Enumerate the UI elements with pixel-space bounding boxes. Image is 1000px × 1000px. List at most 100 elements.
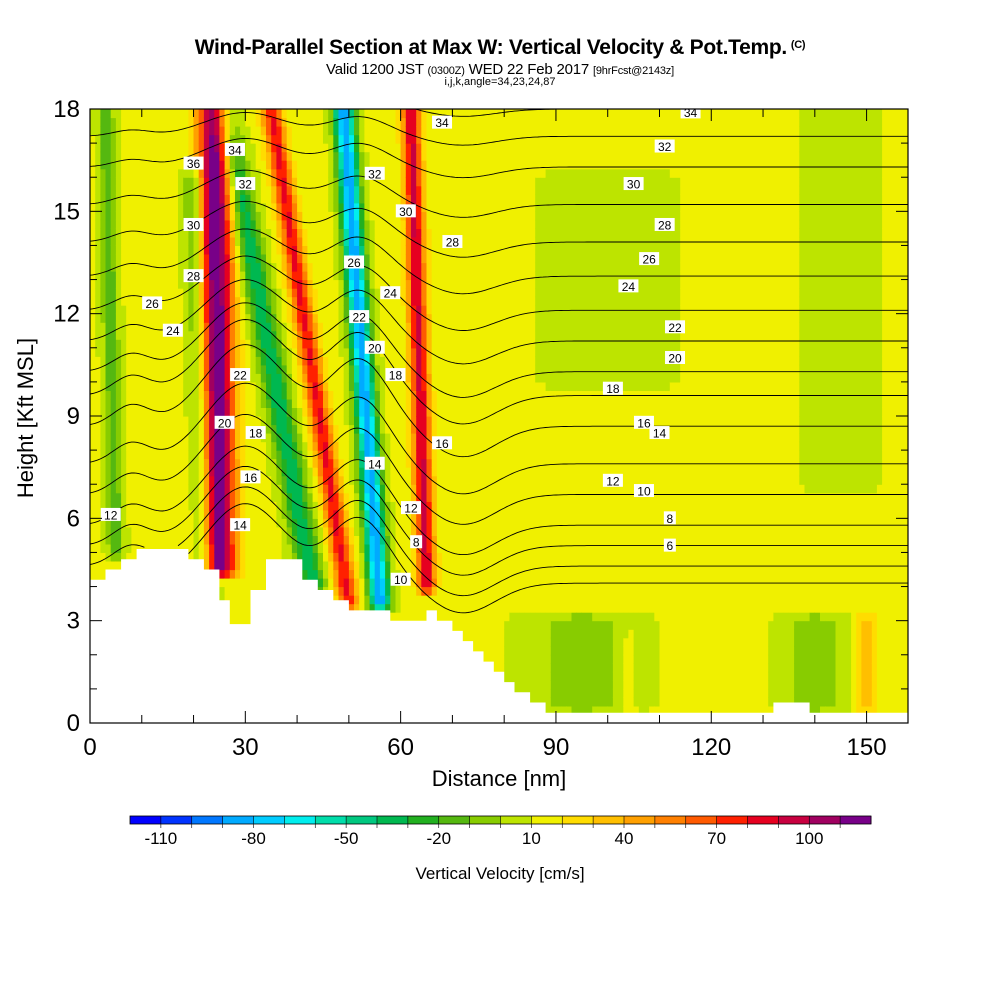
velocity-cell [110,347,117,357]
velocity-cell [172,339,179,349]
velocity-cell [447,526,453,536]
velocity-cell [136,313,143,323]
velocity-cell [385,330,391,340]
velocity-cell [328,381,334,391]
velocity-cell [442,219,448,229]
velocity-cell [90,134,96,144]
velocity-cell [115,322,122,332]
velocity-cell [152,450,158,460]
velocity-cell [395,390,402,400]
velocity-cell [343,467,350,477]
velocity-cell [100,296,107,306]
velocity-cell [359,467,365,477]
velocity-cell [405,168,412,178]
velocity-cell [307,475,314,485]
velocity-cell [136,433,143,443]
velocity-cell [400,347,407,357]
velocity-cell [395,236,402,246]
velocity-cell [131,254,138,264]
velocity-cell [276,381,283,391]
velocity-cell [209,151,215,161]
velocity-cell [281,305,288,315]
velocity-cell [411,143,417,153]
velocity-cell [188,467,195,477]
velocity-cell [276,151,283,161]
velocity-cell [354,390,360,400]
velocity-cell [395,475,402,485]
velocity-cell [198,543,205,553]
velocity-cell [90,416,96,426]
velocity-cell [436,322,443,332]
velocity-cell [250,543,257,553]
velocity-cell [121,356,127,366]
velocity-cell [333,518,340,528]
velocity-cell [411,407,417,417]
velocity-cell [338,492,345,502]
velocity-cell [379,185,386,195]
velocity-cell [421,117,428,127]
velocity-cell [338,578,345,588]
velocity-cell [178,296,184,306]
velocity-cell [442,552,448,562]
velocity-cell [229,450,236,460]
velocity-cell [240,211,246,221]
velocity-cell [157,151,164,161]
velocity-cell [416,390,422,400]
velocity-cell [307,484,314,494]
velocity-cell [141,450,148,460]
velocity-cell [193,143,200,153]
velocity-cell [100,202,107,212]
velocity-cell [405,433,412,443]
velocity-cell [162,475,169,485]
velocity-cell [245,595,252,605]
velocity-cell [317,509,324,519]
velocity-cell [385,603,391,613]
velocity-cell [328,475,334,485]
velocity-cell [390,543,397,553]
velocity-cell [121,168,127,178]
velocity-cell [146,484,153,494]
velocity-cell [436,535,443,545]
velocity-cell [115,185,122,195]
velocity-cell [152,390,158,400]
velocity-cell [100,151,107,161]
velocity-cell [354,185,360,195]
velocity-cell [214,467,221,477]
velocity-cell [141,381,148,391]
velocity-cell [260,509,267,519]
velocity-cell [255,381,262,391]
velocity-cell [146,381,153,391]
velocity-cell [110,364,117,374]
velocity-cell [240,228,246,238]
velocity-cell [255,552,262,562]
velocity-cell [426,185,433,195]
velocity-cell [167,543,174,553]
velocity-cell [317,552,324,562]
velocity-cell [183,322,189,332]
velocity-cell [291,398,298,408]
velocity-cell [240,288,246,298]
velocity-cell [385,458,391,468]
velocity-cell [193,168,200,178]
velocity-cell [291,407,298,417]
velocity-cell [343,228,350,238]
velocity-cell [188,543,195,553]
velocity-cell [209,424,215,434]
velocity-cell [95,228,101,238]
velocity-cell [379,330,386,340]
velocity-cell [379,552,386,562]
velocity-cell [146,441,153,451]
velocity-cell [323,407,329,417]
velocity-cell [235,441,241,451]
velocity-cell [364,245,371,255]
velocity-cell [136,381,143,391]
velocity-cell [405,134,412,144]
velocity-cell [209,117,215,127]
velocity-cell [219,160,226,170]
velocity-cell [369,151,376,161]
velocity-cell [431,535,438,545]
velocity-cell [250,552,257,562]
velocity-cell [395,313,402,323]
velocity-cell [131,177,138,187]
velocity-cell [405,126,412,136]
